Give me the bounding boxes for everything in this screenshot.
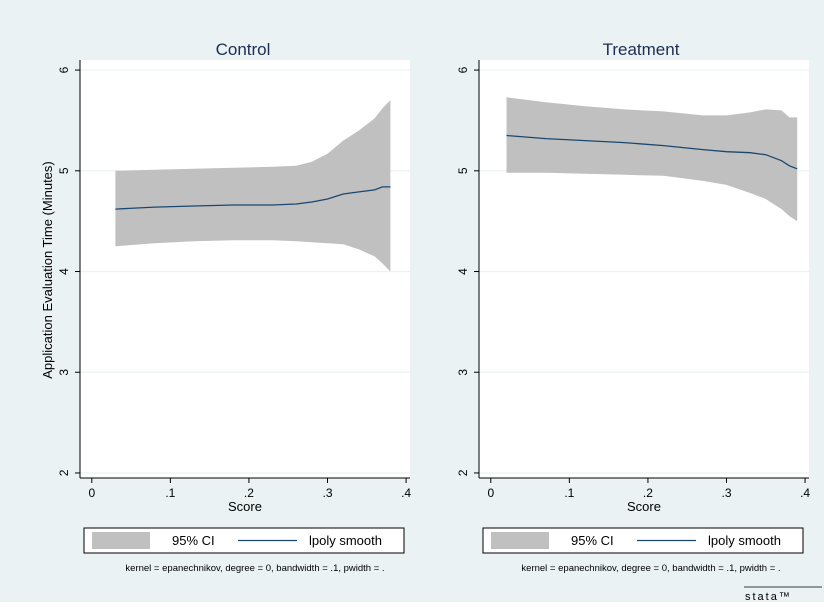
y-tick-label: 4 — [57, 268, 71, 275]
y-tick-label: 4 — [456, 268, 470, 275]
panel-treatment: Treatment 2 3 4 5 6 0 .1 .2 .3 .4 Score 95% CI lpoly … — [456, 40, 810, 574]
legend: 95% CI lpoly smooth — [482, 527, 804, 554]
x-tick-label: .4 — [401, 486, 411, 500]
legend-label-ci: 95% CI — [571, 533, 614, 548]
y-tick-label: 2 — [57, 469, 71, 476]
x-tick-label: 0 — [88, 486, 95, 500]
plot-area — [80, 60, 410, 478]
x-axis-label: Score — [228, 499, 262, 514]
legend: 95% CI lpoly smooth — [83, 527, 405, 554]
y-tick-label: 5 — [456, 167, 470, 174]
y-tick-label: 3 — [57, 369, 71, 376]
y-tick-label: 6 — [456, 66, 470, 73]
ci-band — [506, 97, 798, 222]
legend-label-line: lpoly smooth — [708, 533, 781, 548]
x-tick-label: .3 — [721, 486, 731, 500]
stata-logo-text: stata™ — [745, 591, 792, 602]
x-tick-label: 0 — [487, 486, 494, 500]
x-axis-label: Score — [627, 499, 661, 514]
y-tick-label: 6 — [57, 66, 71, 73]
y-tick-label: 3 — [456, 369, 470, 376]
x-tick-label: .1 — [165, 486, 175, 500]
kernel-note: kernel = epanechnikov, degree = 0, bandw… — [521, 563, 780, 574]
chart-title: Control — [216, 40, 271, 59]
kernel-note: kernel = epanechnikov, degree = 0, bandw… — [125, 563, 384, 574]
y-tick-label: 2 — [456, 469, 470, 476]
x-tick-label: .2 — [244, 486, 254, 500]
ci-band — [115, 100, 391, 272]
legend-swatch-ci — [491, 532, 549, 549]
x-tick-label: .1 — [564, 486, 574, 500]
x-tick-label: .2 — [643, 486, 653, 500]
chart-title: Treatment — [603, 40, 680, 59]
lpoly-line — [506, 134, 798, 170]
legend-swatch-ci — [92, 532, 150, 549]
stata-logo: stata™ — [744, 586, 822, 603]
legend-label-line: lpoly smooth — [309, 533, 382, 548]
y-tick-label: 5 — [57, 167, 71, 174]
x-tick-label: .3 — [322, 486, 332, 500]
x-tick-label: .4 — [800, 486, 810, 500]
lpoly-line — [115, 186, 391, 210]
panel-control: Control 2 3 4 5 6 0 .1 .2 .3 .4 Score Application Ev… — [40, 40, 411, 574]
legend-label-ci: 95% CI — [172, 533, 215, 548]
y-axis-label: Application Evaluation Time (Minutes) — [40, 161, 55, 379]
